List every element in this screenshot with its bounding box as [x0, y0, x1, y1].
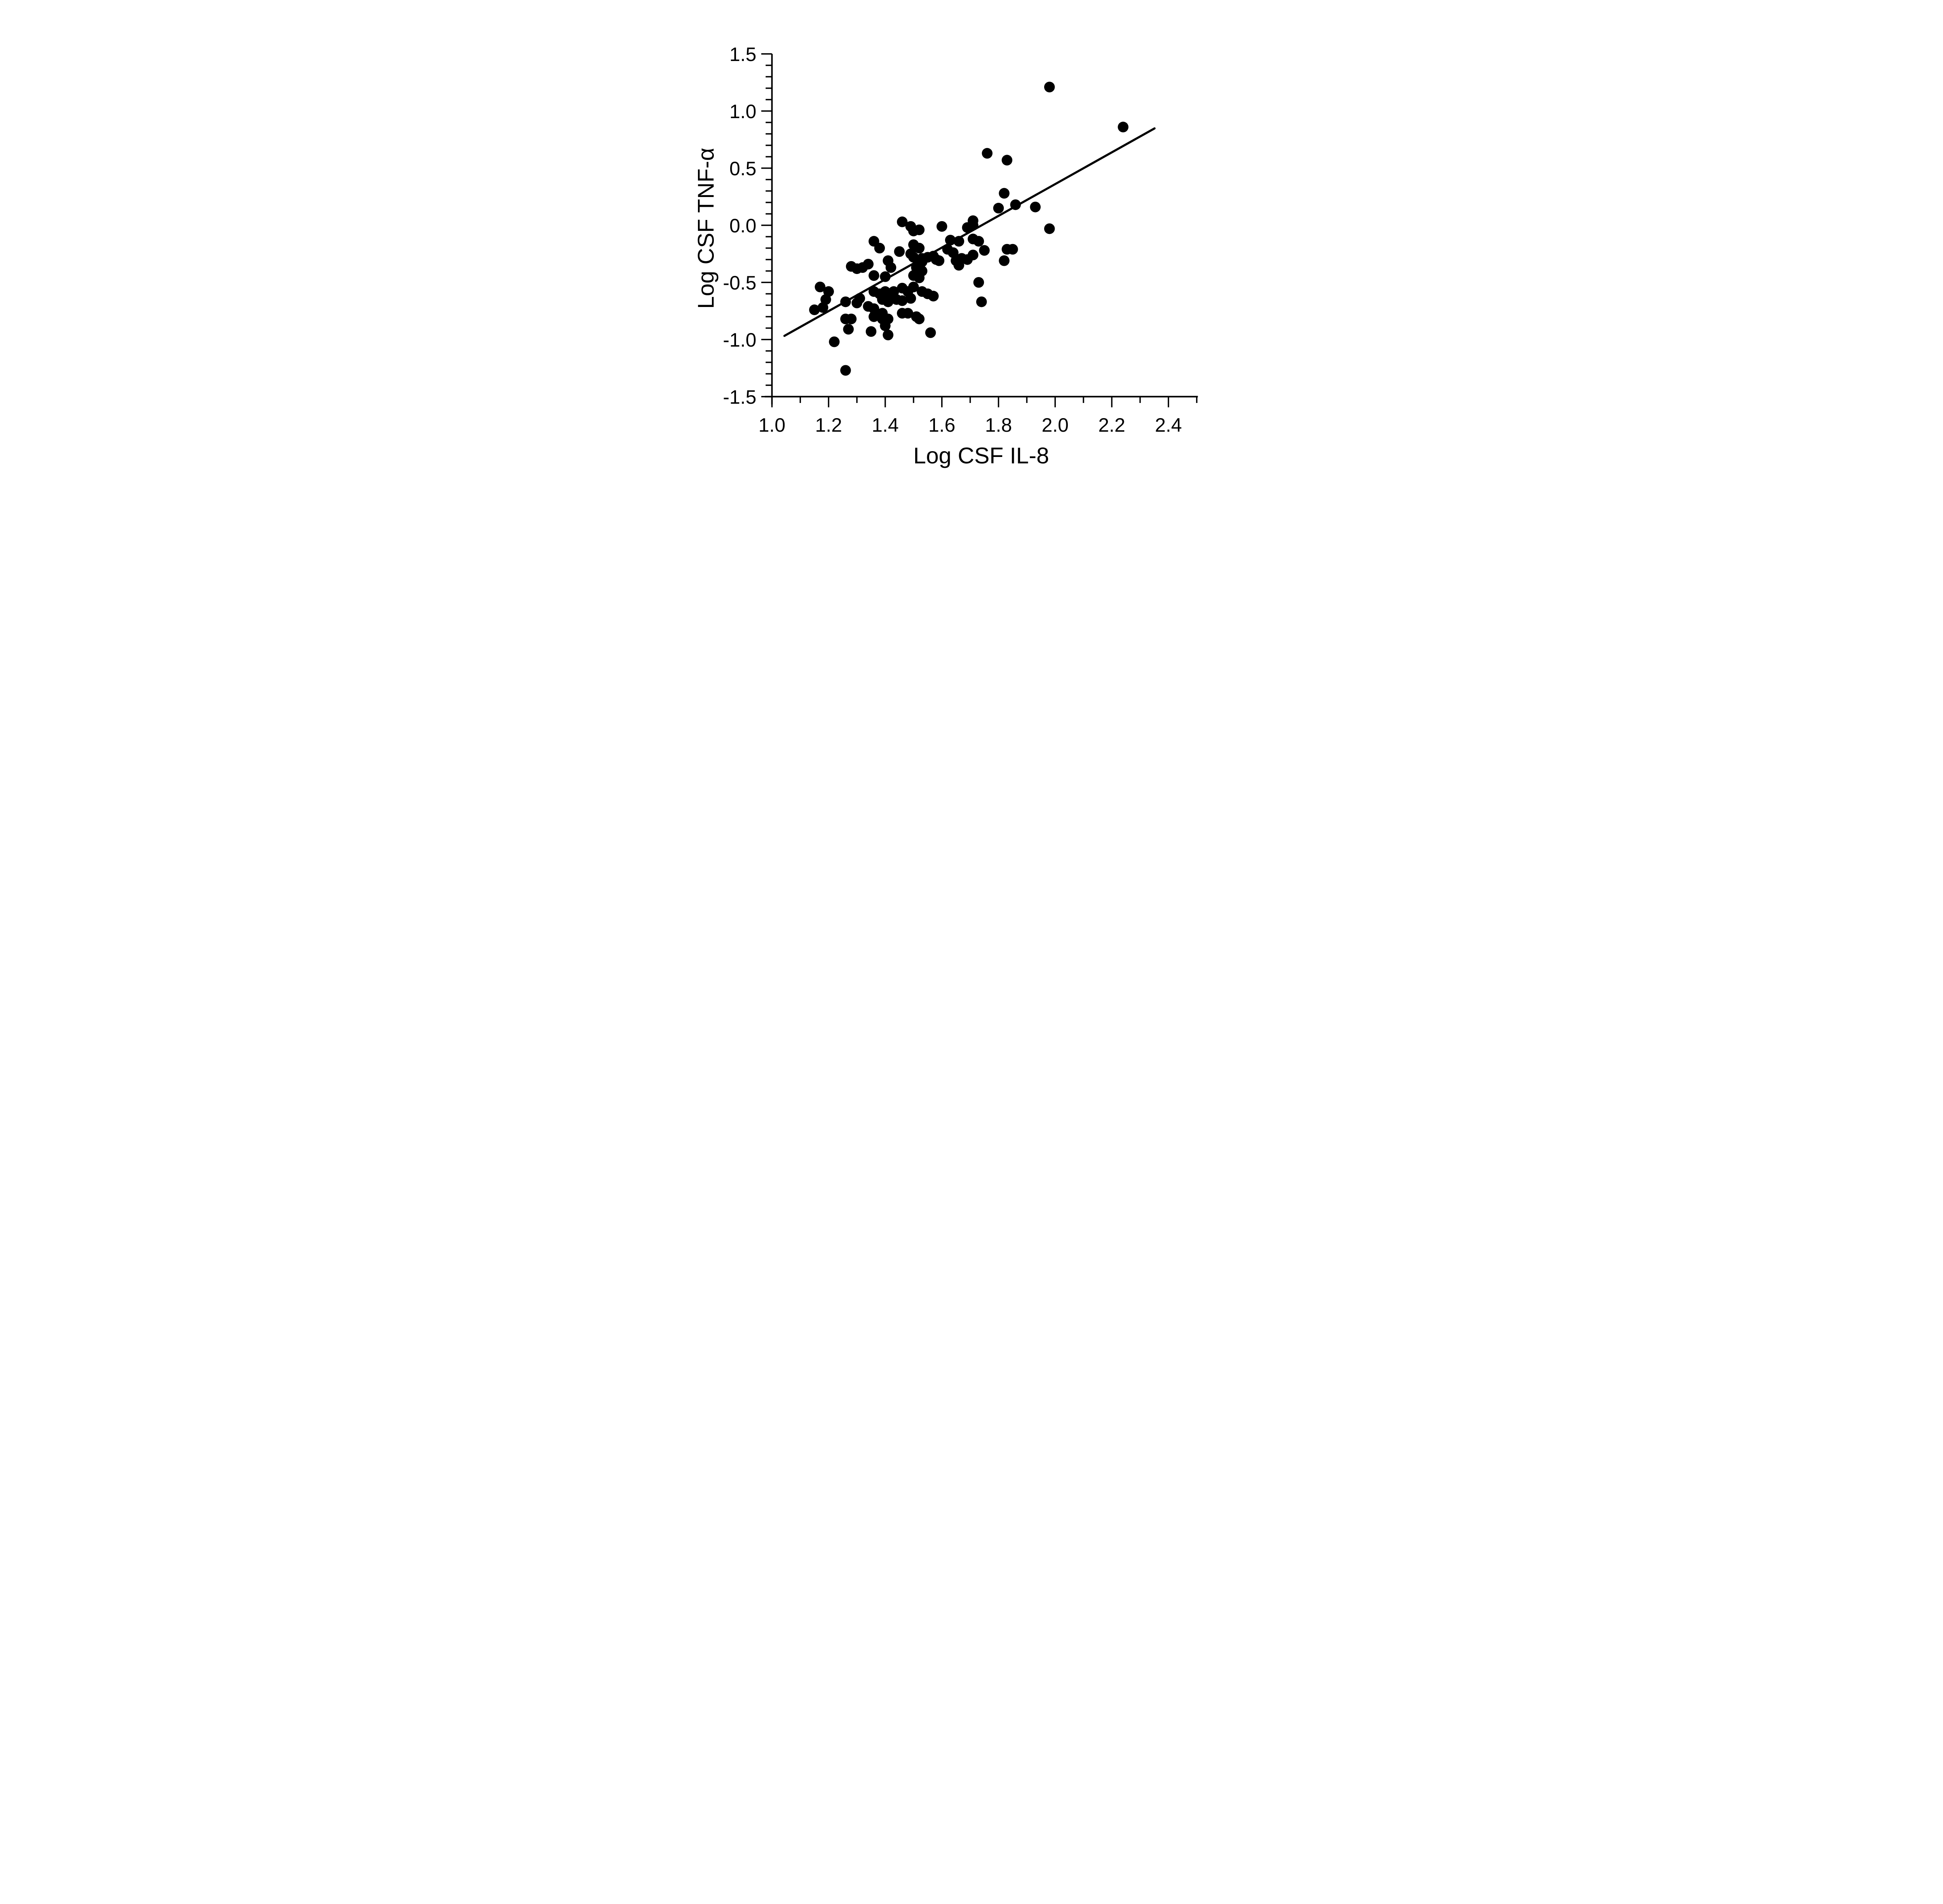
y-tick-label: -0.5: [723, 272, 756, 294]
data-point: [817, 302, 828, 313]
data-point: [829, 336, 840, 347]
data-point: [953, 236, 965, 247]
data-point: [1010, 199, 1021, 210]
data-point: [953, 260, 965, 271]
data-point: [869, 311, 879, 322]
data-point: [809, 304, 820, 316]
y-tick-label: 1.0: [729, 101, 757, 122]
data-point: [914, 242, 925, 254]
x-tick-label: 1.8: [985, 414, 1012, 436]
data-points: [809, 82, 1128, 376]
data-point: [902, 308, 914, 319]
plot-svg: 1.0 1.2 1.4 1.6 1.8 2.0 2.2 2.4 -1.5 -1.0 -0.5 0.0 0…: [661, 0, 1282, 476]
x-axis-title: Log CSF IL-8: [913, 443, 1049, 469]
y-tick-label: 0.5: [729, 158, 757, 180]
data-point: [908, 225, 919, 237]
data-point: [1118, 122, 1128, 133]
data-point: [869, 303, 879, 314]
data-point: [880, 271, 891, 282]
data-point: [897, 216, 908, 227]
data-point: [973, 277, 984, 288]
data-point: [815, 281, 826, 293]
data-point: [883, 314, 894, 324]
data-point: [925, 327, 936, 338]
scatter-chart-figure: 1.0 1.2 1.4 1.6 1.8 2.0 2.2 2.4 -1.5 -1.0 -0.5 0.0 0…: [661, 0, 1282, 476]
y-tick-label: -1.5: [723, 386, 756, 408]
x-tick-label: 1.2: [815, 414, 842, 436]
data-point: [968, 249, 978, 260]
y-tick-label: 0.0: [729, 215, 757, 237]
x-tick-label: 1.0: [759, 414, 786, 436]
data-point: [928, 291, 939, 302]
page: 1.0 1.2 1.4 1.6 1.8 2.0 2.2 2.4 -1.5 -1.0 -0.5 0.0 0…: [0, 0, 1943, 476]
x-tick-label: 2.2: [1098, 414, 1125, 436]
data-point: [843, 324, 854, 335]
data-point: [894, 246, 905, 257]
x-tick-label: 2.4: [1155, 414, 1182, 436]
data-point: [1001, 155, 1013, 166]
y-tick-label: -1.0: [723, 329, 756, 351]
y-axis-title: Log CSF TNF-α: [693, 148, 719, 309]
data-point: [869, 270, 879, 281]
data-point: [1044, 223, 1055, 234]
axis-ticks: [761, 53, 1198, 408]
axes: [765, 54, 1198, 405]
data-point: [937, 221, 947, 232]
data-point: [979, 245, 990, 256]
data-point: [999, 255, 1010, 266]
data-point: [914, 314, 925, 324]
data-point: [908, 252, 919, 263]
data-point: [865, 326, 877, 337]
data-point: [928, 251, 939, 262]
x-tick-label: 2.0: [1041, 414, 1069, 436]
data-point: [883, 296, 894, 307]
data-point: [1044, 82, 1055, 92]
data-point: [945, 235, 956, 246]
axis-tick-labels: 1.0 1.2 1.4 1.6 1.8 2.0 2.2 2.4 -1.5 -1.0 -0.5 0.0 0…: [723, 44, 1182, 436]
data-point: [908, 281, 919, 293]
data-point: [905, 293, 916, 304]
data-point: [973, 236, 984, 247]
data-point: [976, 296, 987, 307]
data-point: [993, 202, 1004, 214]
data-point: [840, 296, 851, 307]
x-tick-label: 1.6: [928, 414, 956, 436]
data-point: [962, 222, 973, 233]
data-point: [846, 314, 857, 324]
data-point: [840, 365, 851, 376]
data-point: [874, 242, 885, 254]
y-tick-label: 1.5: [729, 44, 757, 65]
data-point: [1007, 244, 1018, 255]
data-point: [982, 148, 993, 159]
data-point: [883, 330, 894, 340]
data-point: [885, 262, 897, 273]
data-point: [851, 297, 862, 309]
data-point: [1030, 201, 1041, 213]
x-tick-label: 1.4: [872, 414, 899, 436]
data-point: [897, 295, 908, 306]
data-point: [857, 262, 868, 273]
data-point: [914, 272, 925, 283]
data-point: [999, 188, 1010, 199]
